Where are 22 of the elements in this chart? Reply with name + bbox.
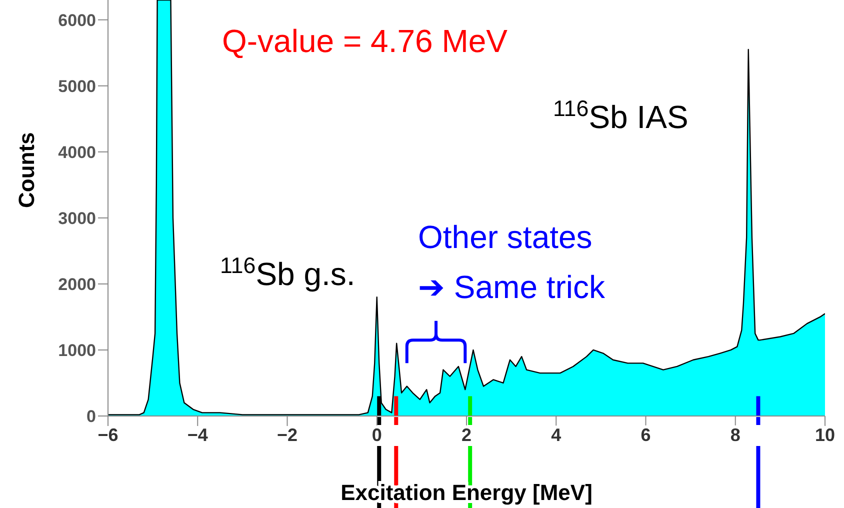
x-tick-label: −4 [187,424,208,445]
x-tick-label: 0 [372,424,382,445]
y-tick-label: 2000 [58,274,96,294]
x-tick-label: 8 [730,424,740,445]
y-tick-label: 6000 [58,10,96,30]
annotation: Other states [418,219,592,255]
y-axis-title: Counts [14,132,39,208]
y-tick-label: 0 [86,407,96,426]
y-tick-label: 3000 [58,208,96,228]
x-tick-label: −6 [98,424,118,445]
annotation: $^{116}$Sb IAS [553,96,688,135]
x-tick-label: −2 [276,424,298,445]
x-tick-label: 4 [551,424,562,445]
annotation: $^{116}$Sb g.s. [220,252,356,292]
annotation: ➔ Same trick [418,269,606,305]
x-tick-label: 10 [814,424,836,445]
x-tick-label: 6 [640,424,651,445]
y-tick-label: 1000 [58,341,96,360]
annotation: Q-value = 4.76 MeV [222,23,508,59]
y-tick-label: 5000 [58,76,96,96]
x-tick-label: 2 [461,424,472,445]
y-tick-label: 4000 [58,142,96,162]
